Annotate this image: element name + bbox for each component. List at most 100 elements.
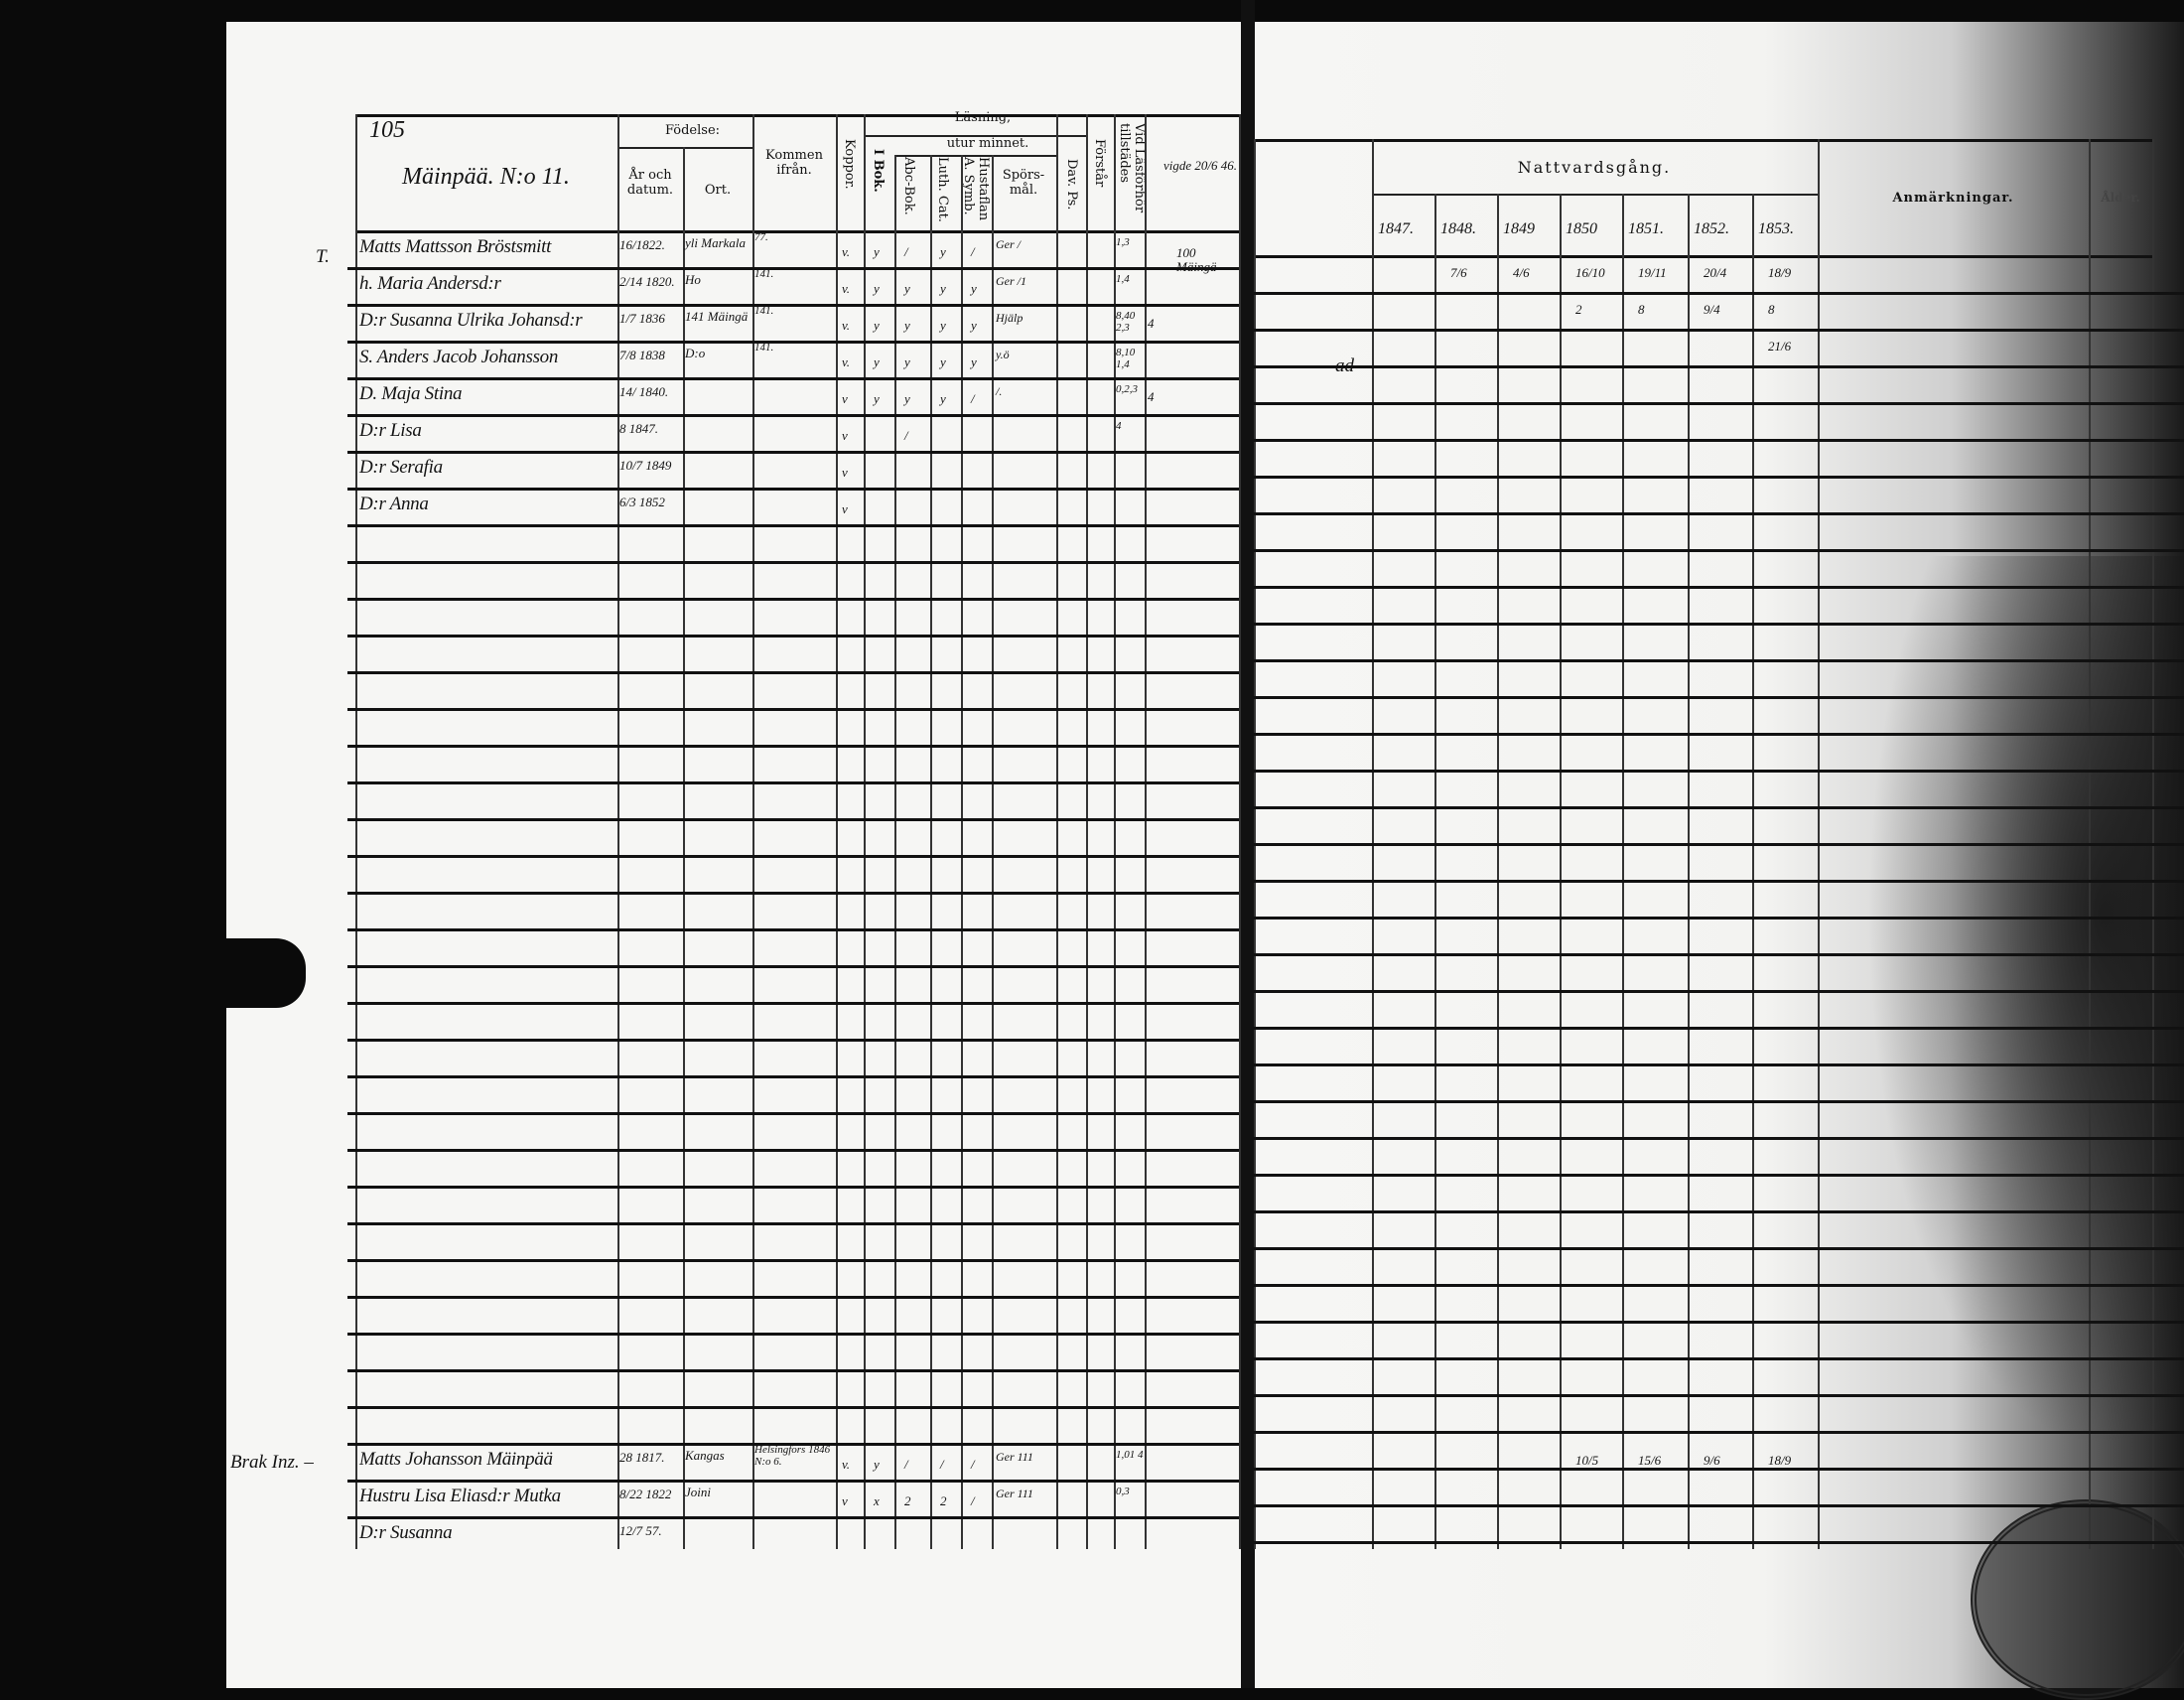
row-rule	[1254, 953, 2184, 956]
reading-mark: y	[940, 281, 946, 296]
row-rule	[347, 598, 1239, 601]
row-rule	[1254, 365, 2184, 368]
communion-date: 18/9	[1768, 1453, 1792, 1468]
koppor-mark: v	[842, 465, 848, 480]
column-line	[1560, 194, 1562, 1549]
row-rule	[347, 892, 1239, 895]
lasning-subrule	[864, 135, 1086, 137]
row-rule	[347, 488, 1239, 491]
scan-clip-shadow	[226, 938, 306, 1008]
reading-mark: 2	[904, 1493, 911, 1508]
person-name: S. Anders Jacob Johansson	[359, 347, 559, 367]
came-from: 141.	[754, 268, 774, 280]
person-name: D:r Serafia	[359, 457, 443, 478]
reading-mark: y	[874, 354, 880, 369]
attendance-mark: 1,01 4	[1116, 1449, 1144, 1461]
attendance-mark: 4	[1116, 420, 1122, 432]
birth-date: 10/7 1849	[619, 458, 672, 473]
minnet-subrule	[894, 155, 1056, 157]
column-line	[836, 114, 838, 1549]
communion-date: 4/6	[1513, 265, 1530, 280]
margin-mark: T.	[316, 246, 330, 267]
marriage-note: vigde 20/6 46.	[1163, 158, 1238, 173]
birth-date: 28 1817.	[619, 1450, 665, 1465]
row-rule	[1254, 623, 2184, 626]
reading-mark: /	[904, 244, 908, 259]
row-rule	[1254, 1063, 2184, 1066]
row-rule	[347, 1259, 1239, 1262]
scan-shadow	[1866, 556, 2184, 1450]
column-line	[1239, 114, 1241, 1549]
koppor-mark: v.	[842, 244, 851, 259]
reading-mark: /	[904, 1457, 908, 1472]
year-header: 1850	[1566, 220, 1597, 237]
birth-place: D:o	[685, 346, 706, 360]
row-rule	[1254, 1137, 2184, 1140]
reading-mark: y	[874, 318, 880, 333]
birth-place: Joini	[685, 1485, 711, 1499]
sporsmal-mark: /.	[996, 384, 1003, 398]
attendance-mark: 8,10 1,4	[1116, 347, 1136, 370]
sporsmal-mark: Ger /	[996, 237, 1021, 251]
year-header: 1848.	[1440, 220, 1476, 237]
column-line	[864, 114, 866, 1549]
fodelse-subrule	[617, 147, 752, 149]
reading-mark: x	[874, 1493, 880, 1508]
right-header-rule	[1254, 255, 2152, 258]
column-line	[1086, 114, 1088, 1549]
attendance-mark: 0,2,3	[1116, 383, 1138, 395]
header-kommen-ifran: Kommen ifrån.	[765, 148, 823, 178]
row-rule	[347, 1186, 1239, 1189]
sporsmal-mark: Ger 111	[996, 1487, 1033, 1500]
header-forstar: Förstår	[1092, 139, 1107, 188]
reading-mark: y	[971, 318, 977, 333]
birth-date: 2/14 1820.	[619, 274, 675, 289]
row-rule	[1254, 512, 2184, 515]
header-utur-minnet: utur minnet.	[946, 136, 1029, 151]
birth-date: 8/22 1822	[619, 1487, 672, 1501]
person-name: D. Maja Stina	[359, 383, 463, 404]
header-sporsmal: Spörs-mål.	[1002, 168, 1045, 198]
reading-mark: y	[904, 318, 910, 333]
attendance-mark: 0,3	[1116, 1486, 1130, 1497]
row-rule	[347, 928, 1239, 931]
row-rule	[1254, 770, 2184, 773]
row-rule	[1254, 1431, 2184, 1434]
extra-mark: 4	[1148, 389, 1155, 404]
communion-date: 20/4	[1704, 265, 1727, 280]
row-rule	[347, 1443, 1239, 1446]
row-rule	[1254, 733, 2184, 736]
birth-date: 14/ 1840.	[619, 384, 669, 399]
row-rule	[347, 1149, 1239, 1152]
came-from: Helsingfors 1846 N:o 6.	[754, 1444, 831, 1468]
row-rule	[347, 1002, 1239, 1005]
came-from: 77.	[754, 231, 768, 243]
reading-mark: y	[971, 354, 977, 369]
communion-date: 18/9	[1768, 265, 1792, 280]
birth-place: yli Markala	[685, 235, 747, 250]
column-line	[992, 155, 994, 1549]
birth-date: 16/1822.	[619, 237, 665, 252]
row-rule	[347, 304, 1239, 307]
attendance-mark: 1,4	[1116, 273, 1130, 285]
row-rule	[1254, 329, 2184, 332]
row-rule	[1254, 880, 2184, 883]
reading-mark: y	[904, 354, 910, 369]
row-rule	[1254, 1468, 2184, 1471]
row-rule	[1254, 843, 2184, 846]
row-rule	[1254, 439, 2184, 442]
row-rule	[347, 341, 1239, 344]
birth-place: Kangas	[685, 1448, 725, 1463]
row-rule	[1254, 1321, 2184, 1324]
row-rule	[347, 818, 1239, 821]
extra-mark: 4	[1148, 316, 1155, 331]
birth-place: Ho	[685, 272, 701, 287]
row-rule	[347, 745, 1239, 748]
column-line	[1752, 194, 1754, 1549]
year-header: 1847.	[1378, 220, 1414, 237]
sporsmal-mark: y.ö	[996, 348, 1010, 361]
row-rule	[1254, 696, 2184, 699]
reading-mark: y	[874, 391, 880, 406]
row-rule	[1254, 990, 2184, 993]
header-luth-cat: Luth. Cat.	[935, 157, 950, 222]
